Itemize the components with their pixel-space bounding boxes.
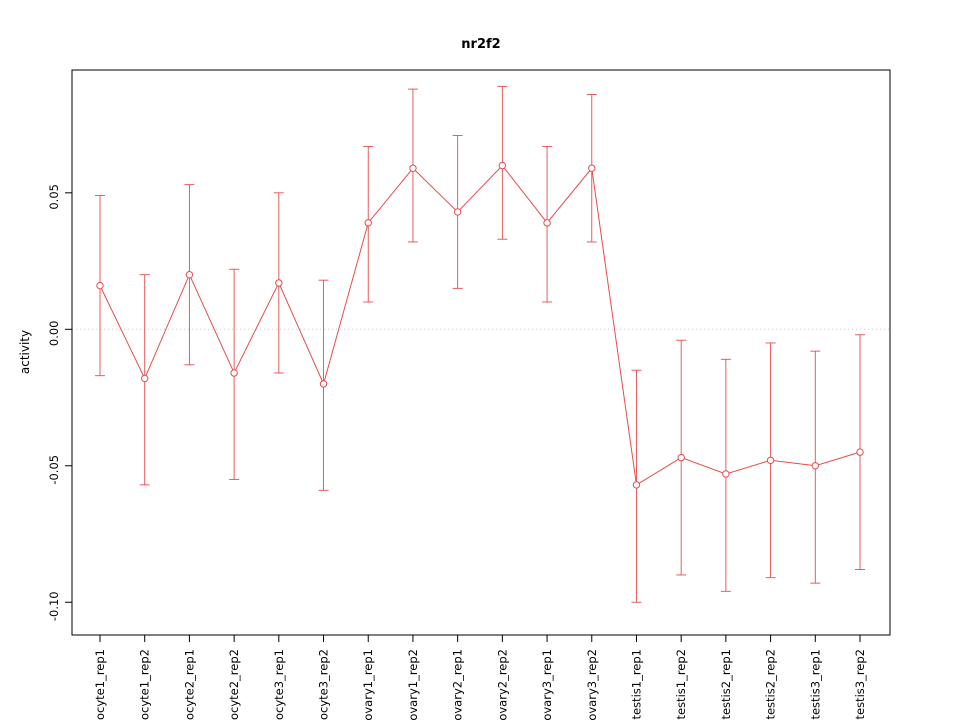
y-axis-label: activity (18, 329, 32, 375)
data-point (632, 481, 641, 489)
x-tick-label: testis1_rep2 (674, 649, 688, 720)
x-tick-label: ovary1_rep1 (361, 649, 375, 720)
series-line (99, 164, 861, 486)
data-point (409, 164, 417, 172)
x-tick-label: ovary3_rep2 (585, 649, 599, 720)
data-point (856, 448, 864, 456)
x-tick-label: oocyte3_rep2 (317, 649, 331, 720)
y-tick-label: 0.05 (47, 184, 61, 210)
x-tick-label: ovary2_rep1 (451, 649, 465, 720)
y-tick-label: -0.05 (47, 455, 61, 485)
data-point (319, 380, 328, 388)
data-point (722, 470, 730, 478)
data-point (141, 374, 149, 383)
data-point (588, 164, 596, 172)
x-tick-label: ovary1_rep2 (406, 649, 420, 720)
x-tick-label: oocyte2_rep2 (227, 649, 241, 720)
y-tick-label: 0.00 (47, 320, 61, 346)
data-point (185, 271, 194, 279)
data-point (364, 219, 372, 227)
data-point (96, 281, 104, 290)
y-tick-label: -0.10 (47, 591, 61, 621)
data-point (543, 219, 551, 227)
x-tick-label: oocyte2_rep1 (182, 649, 196, 720)
x-tick-label: ovary2_rep2 (495, 649, 509, 720)
x-tick-label: testis3_rep1 (808, 649, 822, 720)
x-tick-label: oocyte3_rep1 (272, 649, 286, 720)
data-point (677, 453, 685, 462)
x-tick-label: oocyte1_rep1 (93, 649, 107, 720)
data-point (811, 462, 819, 470)
x-tick-label: oocyte1_rep2 (138, 649, 152, 720)
x-tick-label: ovary3_rep1 (540, 649, 554, 720)
x-tick-label: testis1_rep1 (629, 649, 643, 720)
plot-box (71, 69, 891, 636)
data-point (498, 161, 507, 170)
data-point (230, 369, 238, 377)
data-point (275, 279, 283, 287)
x-tick-label: testis2_rep1 (719, 649, 733, 720)
chart-title: nr2f2 (461, 37, 501, 52)
data-point (453, 208, 462, 216)
x-tick-label: testis2_rep2 (764, 649, 778, 720)
x-tick-label: testis3_rep2 (853, 649, 867, 720)
data-point (766, 456, 775, 465)
